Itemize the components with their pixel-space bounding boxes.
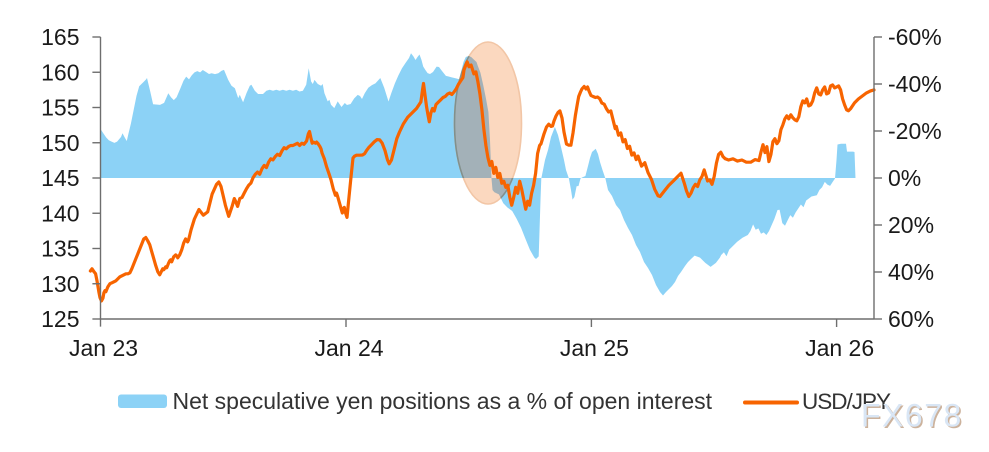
svg-text:130: 130 xyxy=(41,271,79,297)
svg-text:-20%: -20% xyxy=(888,118,942,144)
svg-text:-60%: -60% xyxy=(888,24,942,50)
svg-text:125: 125 xyxy=(41,306,79,332)
svg-text:165: 165 xyxy=(41,24,79,50)
svg-text:FX678: FX678 xyxy=(861,398,963,434)
svg-text:-40%: -40% xyxy=(888,71,942,97)
svg-text:Net speculative yen positions: Net speculative yen positions as a % of … xyxy=(173,388,713,414)
svg-text:0%: 0% xyxy=(888,165,921,191)
svg-text:160: 160 xyxy=(41,59,79,85)
svg-text:140: 140 xyxy=(41,200,79,226)
svg-text:145: 145 xyxy=(41,165,79,191)
svg-text:FX678: FX678 xyxy=(863,399,965,435)
svg-text:Jan 24: Jan 24 xyxy=(314,335,383,361)
svg-text:135: 135 xyxy=(41,236,79,262)
svg-text:60%: 60% xyxy=(888,306,934,332)
svg-text:Jan 26: Jan 26 xyxy=(805,335,874,361)
svg-text:150: 150 xyxy=(41,130,79,156)
svg-text:20%: 20% xyxy=(888,212,934,238)
svg-text:40%: 40% xyxy=(888,259,934,285)
svg-text:155: 155 xyxy=(41,95,79,121)
svg-text:Jan 25: Jan 25 xyxy=(560,335,629,361)
svg-text:Jan 23: Jan 23 xyxy=(69,335,138,361)
svg-text:USD/JPY: USD/JPY xyxy=(802,389,891,414)
